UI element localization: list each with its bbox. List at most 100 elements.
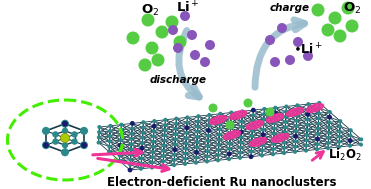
Circle shape: [238, 151, 242, 155]
Ellipse shape: [209, 116, 227, 124]
Circle shape: [200, 57, 210, 67]
Circle shape: [334, 29, 347, 43]
Circle shape: [119, 123, 123, 127]
Circle shape: [283, 141, 286, 145]
Circle shape: [96, 141, 101, 145]
Circle shape: [261, 133, 265, 137]
Circle shape: [250, 129, 254, 133]
Ellipse shape: [271, 134, 289, 142]
Circle shape: [294, 134, 298, 138]
Text: Electron-deficient Ru nanoclusters: Electron-deficient Ru nanoclusters: [107, 177, 337, 189]
Circle shape: [206, 149, 210, 153]
Circle shape: [227, 152, 231, 156]
Circle shape: [273, 116, 277, 120]
Circle shape: [141, 136, 145, 140]
Circle shape: [168, 25, 178, 35]
Circle shape: [249, 149, 253, 153]
Circle shape: [270, 57, 280, 67]
Circle shape: [190, 50, 200, 60]
Circle shape: [174, 36, 187, 49]
Circle shape: [184, 136, 188, 140]
Circle shape: [195, 135, 199, 139]
Circle shape: [152, 124, 157, 129]
Circle shape: [184, 125, 189, 130]
Circle shape: [261, 138, 265, 142]
Circle shape: [183, 157, 187, 161]
Circle shape: [196, 130, 200, 134]
Circle shape: [341, 2, 355, 15]
Circle shape: [165, 15, 178, 29]
Circle shape: [187, 30, 197, 40]
Circle shape: [206, 144, 210, 148]
Circle shape: [151, 150, 155, 154]
Circle shape: [62, 142, 68, 148]
Circle shape: [130, 121, 134, 125]
Circle shape: [338, 129, 342, 133]
Circle shape: [128, 163, 132, 167]
Circle shape: [140, 151, 144, 155]
Circle shape: [97, 130, 101, 134]
Circle shape: [129, 147, 133, 151]
Circle shape: [306, 107, 310, 111]
Circle shape: [251, 113, 255, 117]
Circle shape: [141, 13, 154, 26]
Circle shape: [304, 149, 308, 153]
Circle shape: [151, 155, 154, 159]
Circle shape: [250, 139, 254, 143]
Circle shape: [62, 121, 68, 127]
Circle shape: [130, 127, 134, 131]
Circle shape: [272, 126, 276, 130]
Circle shape: [129, 137, 134, 141]
Circle shape: [163, 123, 167, 127]
Circle shape: [315, 147, 319, 151]
Circle shape: [283, 120, 288, 124]
Circle shape: [118, 154, 122, 158]
Circle shape: [145, 42, 158, 54]
Circle shape: [139, 162, 143, 166]
Circle shape: [173, 43, 183, 53]
Circle shape: [174, 117, 178, 121]
Circle shape: [271, 152, 275, 156]
Circle shape: [328, 115, 332, 119]
Circle shape: [162, 139, 166, 143]
Text: O$_2$: O$_2$: [343, 0, 361, 15]
Circle shape: [128, 158, 132, 162]
Circle shape: [283, 125, 287, 129]
Circle shape: [42, 127, 50, 135]
Circle shape: [174, 127, 178, 131]
Circle shape: [272, 142, 276, 146]
Circle shape: [194, 150, 199, 155]
Circle shape: [152, 135, 155, 139]
Circle shape: [283, 130, 287, 134]
Circle shape: [240, 109, 244, 113]
Circle shape: [326, 146, 330, 150]
Circle shape: [326, 136, 331, 140]
Circle shape: [239, 140, 243, 144]
Circle shape: [42, 141, 50, 149]
Circle shape: [141, 131, 145, 135]
Circle shape: [118, 159, 122, 163]
Circle shape: [140, 141, 144, 145]
Circle shape: [174, 122, 178, 126]
Circle shape: [271, 147, 275, 151]
Circle shape: [194, 161, 198, 165]
Circle shape: [108, 129, 112, 133]
Circle shape: [118, 143, 123, 148]
Circle shape: [282, 146, 286, 150]
Circle shape: [238, 156, 242, 160]
Ellipse shape: [266, 114, 283, 122]
Circle shape: [61, 120, 69, 128]
Circle shape: [206, 139, 210, 143]
Circle shape: [184, 146, 188, 150]
Circle shape: [152, 124, 156, 128]
Circle shape: [316, 127, 320, 131]
Circle shape: [348, 138, 353, 143]
Circle shape: [327, 120, 331, 124]
Circle shape: [229, 126, 233, 130]
Circle shape: [328, 12, 341, 25]
Circle shape: [205, 154, 209, 158]
Circle shape: [71, 131, 78, 138]
Circle shape: [173, 143, 177, 146]
Circle shape: [207, 118, 211, 122]
Circle shape: [118, 149, 122, 153]
